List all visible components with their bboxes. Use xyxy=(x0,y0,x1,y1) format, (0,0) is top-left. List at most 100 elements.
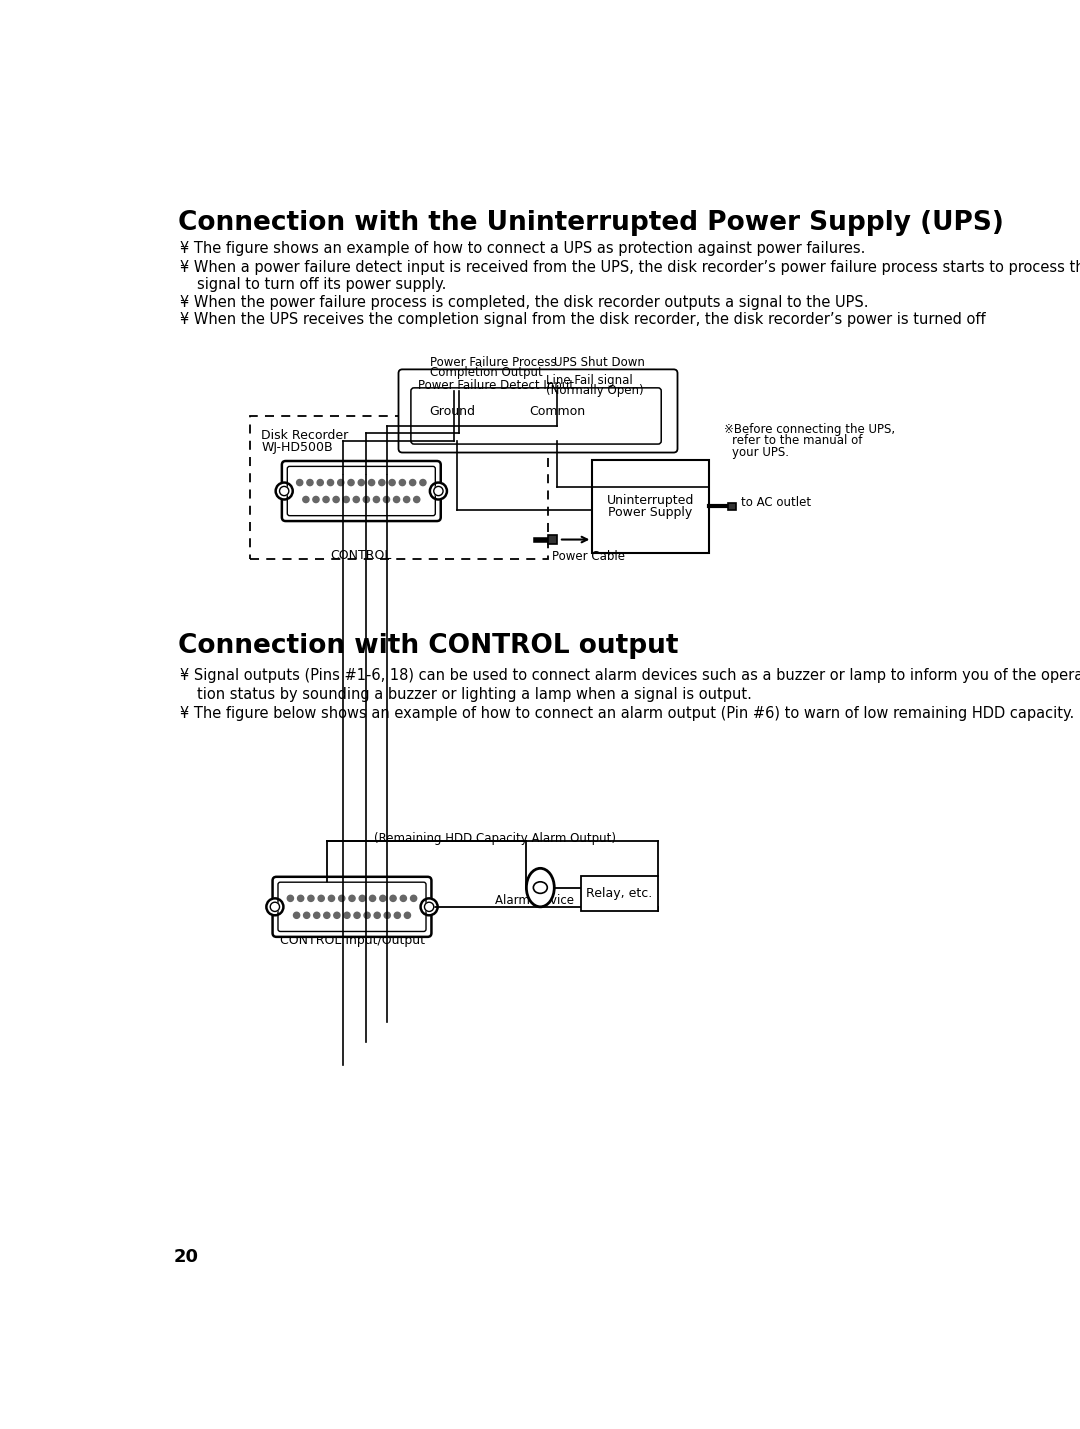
Circle shape xyxy=(363,496,369,503)
Text: your UPS.: your UPS. xyxy=(732,446,788,459)
Circle shape xyxy=(294,912,299,919)
Text: Disk Recorder: Disk Recorder xyxy=(261,430,349,443)
Circle shape xyxy=(400,480,405,486)
Text: Relay, etc.: Relay, etc. xyxy=(586,887,652,900)
Text: to AC outlet: to AC outlet xyxy=(741,496,811,509)
Circle shape xyxy=(338,480,343,486)
Text: signal to turn off its power supply.: signal to turn off its power supply. xyxy=(197,277,446,293)
Circle shape xyxy=(379,480,384,486)
Bar xyxy=(592,460,708,553)
Circle shape xyxy=(349,896,355,902)
Text: ¥ The figure shows an example of how to connect a UPS as protection against powe: ¥ The figure shows an example of how to … xyxy=(180,240,865,256)
Circle shape xyxy=(267,899,283,916)
Bar xyxy=(581,876,658,910)
Circle shape xyxy=(360,896,365,902)
Circle shape xyxy=(401,896,406,902)
FancyBboxPatch shape xyxy=(728,503,735,510)
Circle shape xyxy=(324,912,329,919)
Circle shape xyxy=(404,496,409,503)
Circle shape xyxy=(303,912,310,919)
Text: (17): (17) xyxy=(351,474,376,487)
Circle shape xyxy=(343,912,350,919)
Circle shape xyxy=(327,480,334,486)
Circle shape xyxy=(270,902,280,912)
Circle shape xyxy=(409,480,416,486)
Text: Ground: Ground xyxy=(430,404,476,417)
Circle shape xyxy=(333,496,339,503)
Circle shape xyxy=(308,896,314,902)
Circle shape xyxy=(374,496,379,503)
Circle shape xyxy=(369,896,376,902)
Circle shape xyxy=(383,496,390,503)
Circle shape xyxy=(313,496,319,503)
Circle shape xyxy=(313,912,320,919)
Circle shape xyxy=(319,896,324,902)
Circle shape xyxy=(302,496,309,503)
Circle shape xyxy=(353,496,360,503)
FancyBboxPatch shape xyxy=(548,534,557,544)
Text: 20: 20 xyxy=(174,1248,199,1266)
Text: CONTROL: CONTROL xyxy=(330,549,392,562)
Circle shape xyxy=(404,912,410,919)
Circle shape xyxy=(307,480,313,486)
Text: ¥ When the power failure process is completed, the disk recorder outputs a signa: ¥ When the power failure process is comp… xyxy=(180,294,868,310)
Ellipse shape xyxy=(534,882,548,893)
Text: ¥ When the UPS receives the completion signal from the disk recorder, the disk r: ¥ When the UPS receives the completion s… xyxy=(180,313,986,327)
Text: Completion Output: Completion Output xyxy=(430,366,542,379)
Text: UPS Shut Down: UPS Shut Down xyxy=(554,356,645,369)
Text: Power Failure Process: Power Failure Process xyxy=(430,356,556,369)
Text: ¥ When a power failure detect input is received from the UPS, the disk recorder’: ¥ When a power failure detect input is r… xyxy=(180,260,1080,274)
Text: (Normally Open): (Normally Open) xyxy=(545,384,644,397)
Circle shape xyxy=(368,480,375,486)
Text: (6): (6) xyxy=(319,887,336,900)
Circle shape xyxy=(414,496,420,503)
Text: ※Before connecting the UPS,: ※Before connecting the UPS, xyxy=(724,423,895,436)
Circle shape xyxy=(374,912,380,919)
Circle shape xyxy=(354,912,360,919)
Text: tion status by sounding a buzzer or lighting a lamp when a signal is output.: tion status by sounding a buzzer or ligh… xyxy=(197,687,752,702)
Circle shape xyxy=(394,912,401,919)
Circle shape xyxy=(328,896,335,902)
Circle shape xyxy=(348,480,354,486)
Circle shape xyxy=(359,480,364,486)
Circle shape xyxy=(318,480,323,486)
Text: Connection with the Uninterrupted Power Supply (UPS): Connection with the Uninterrupted Power … xyxy=(177,210,1003,236)
Circle shape xyxy=(380,896,386,902)
FancyBboxPatch shape xyxy=(272,877,431,937)
Circle shape xyxy=(420,480,426,486)
Ellipse shape xyxy=(526,869,554,907)
Text: Uninterrupted: Uninterrupted xyxy=(607,494,694,507)
Text: WJ-HD500B: WJ-HD500B xyxy=(261,442,333,454)
Circle shape xyxy=(323,496,329,503)
Circle shape xyxy=(424,902,434,912)
Text: Connection with CONTROL output: Connection with CONTROL output xyxy=(177,633,678,659)
FancyBboxPatch shape xyxy=(399,369,677,453)
Circle shape xyxy=(389,480,395,486)
Circle shape xyxy=(334,912,340,919)
Text: (Remaining HDD Capacity Alarm Output): (Remaining HDD Capacity Alarm Output) xyxy=(375,832,617,845)
Circle shape xyxy=(298,896,303,902)
Bar xyxy=(249,416,548,559)
Circle shape xyxy=(434,486,443,496)
Text: (19): (19) xyxy=(330,474,355,487)
Text: Alarm Device: Alarm Device xyxy=(496,893,575,907)
Circle shape xyxy=(275,483,293,500)
Text: (15): (15) xyxy=(354,887,378,900)
FancyBboxPatch shape xyxy=(410,387,661,444)
Circle shape xyxy=(343,496,349,503)
Circle shape xyxy=(364,912,370,919)
Text: Power Cable: Power Cable xyxy=(552,550,625,563)
FancyBboxPatch shape xyxy=(278,882,426,932)
Circle shape xyxy=(430,483,447,500)
Text: Ground: Ground xyxy=(384,887,428,900)
Text: (16): (16) xyxy=(374,474,397,487)
Text: refer to the manual of: refer to the manual of xyxy=(732,434,862,447)
Text: CONTROL Input/Output: CONTROL Input/Output xyxy=(280,933,424,947)
Text: Power Failure Detect Input: Power Failure Detect Input xyxy=(418,379,573,393)
FancyBboxPatch shape xyxy=(282,462,441,522)
Circle shape xyxy=(339,896,345,902)
Circle shape xyxy=(287,896,294,902)
Text: Power Supply: Power Supply xyxy=(608,506,692,519)
Text: ¥ Signal outputs (Pins #1-6, 18) can be used to connect alarm devices such as a : ¥ Signal outputs (Pins #1-6, 18) can be … xyxy=(180,669,1080,683)
Text: ¥ The figure below shows an example of how to connect an alarm output (Pin #6) t: ¥ The figure below shows an example of h… xyxy=(180,706,1075,722)
